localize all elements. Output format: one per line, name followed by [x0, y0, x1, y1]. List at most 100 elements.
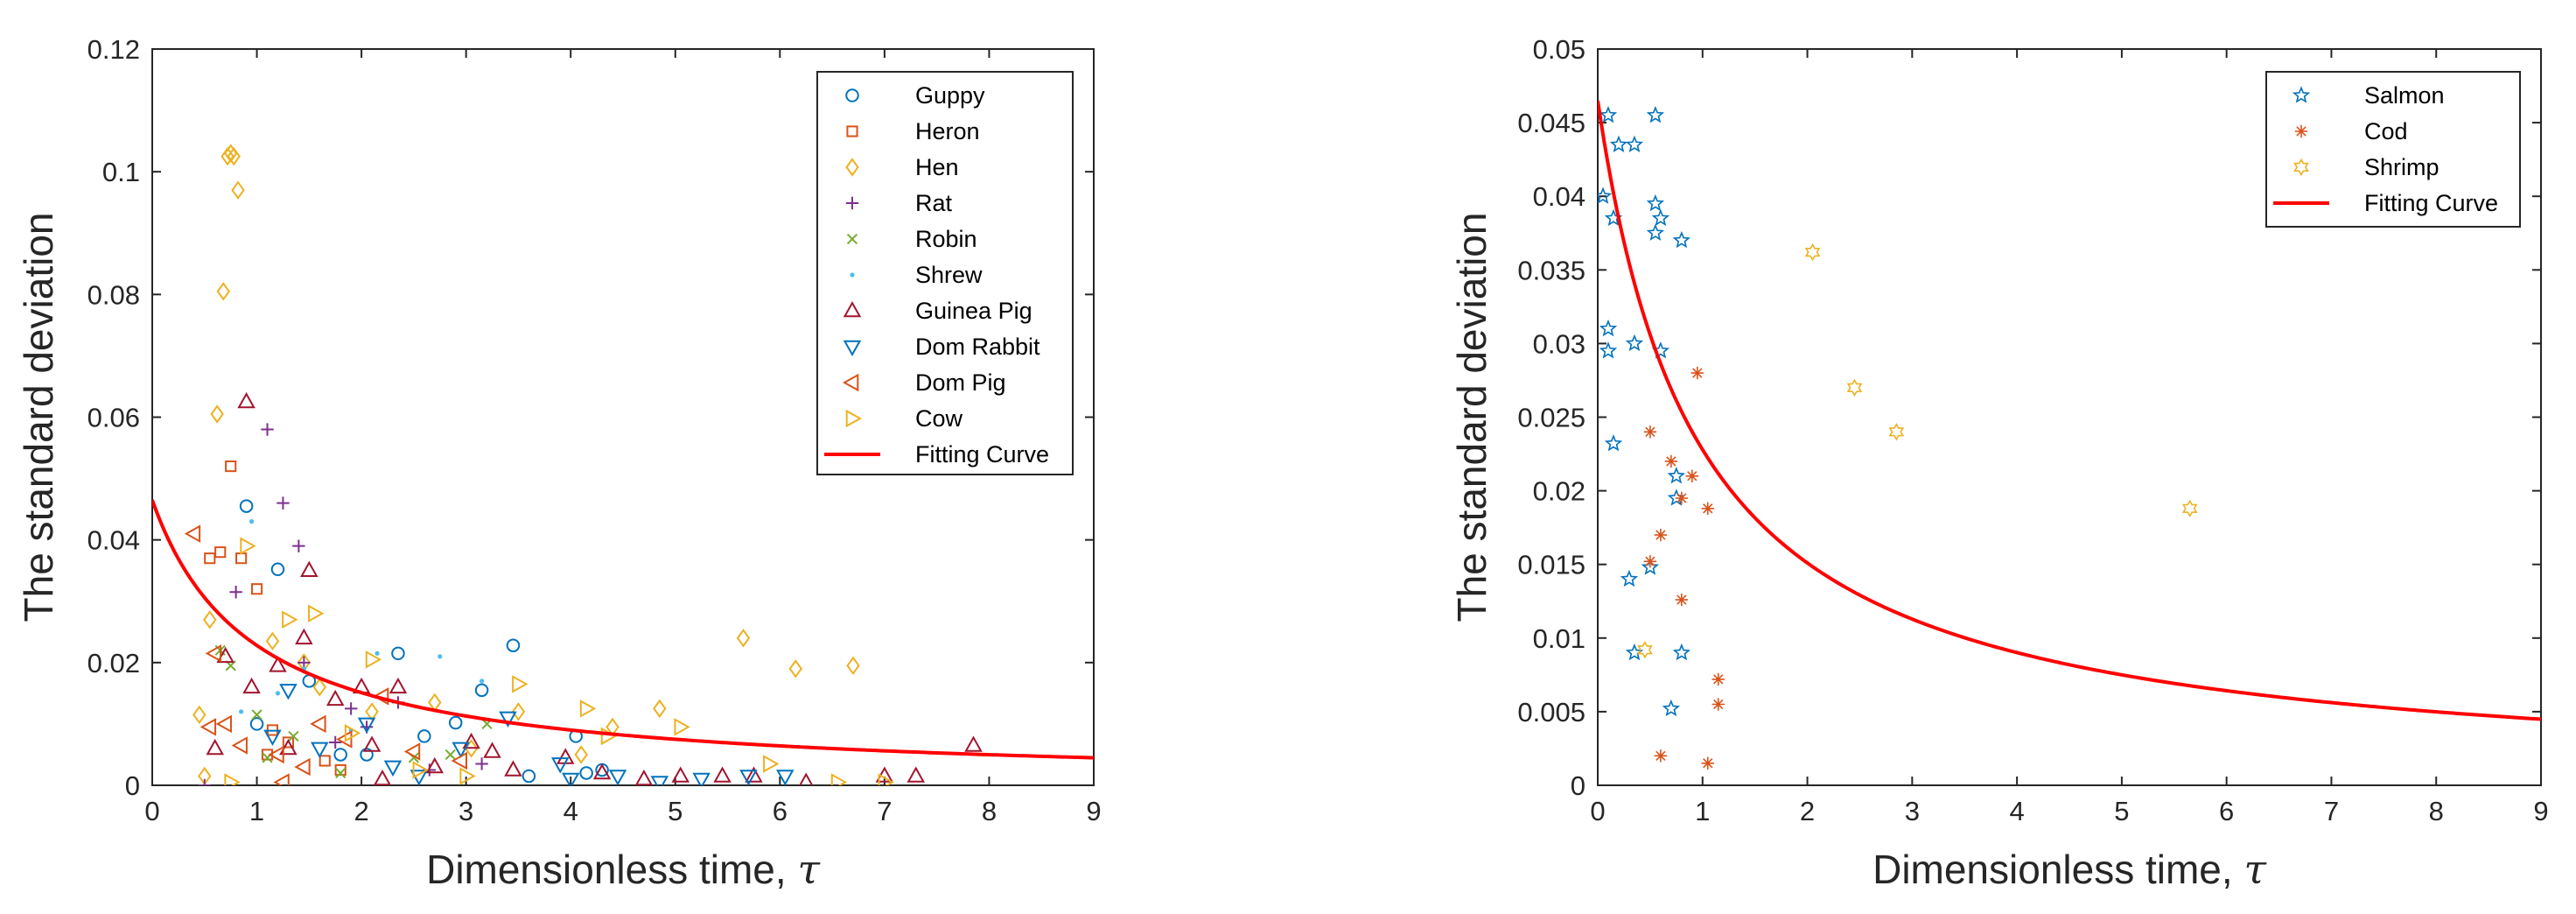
data-point	[417, 729, 431, 743]
data-point	[579, 700, 597, 718]
left-chart-panel: 0 1 2 3 4 5 6 7 8 9 0 0.02 0.04 0.06 0.08 0.1 0.12 Dimens…	[16, 34, 1102, 893]
data-point	[692, 772, 710, 785]
data-point	[671, 766, 690, 783]
y-tick-label: 0.1	[102, 157, 140, 187]
data-point	[227, 146, 241, 166]
y-tick-label: 0.02	[88, 648, 140, 678]
data-point	[276, 496, 290, 510]
data-point	[1685, 469, 1698, 482]
data-point	[184, 524, 201, 543]
data-point	[288, 730, 299, 742]
data-point	[240, 537, 256, 555]
y-tick-label: 0.08	[88, 279, 140, 310]
series-cod	[1643, 366, 1725, 770]
data-point	[388, 677, 408, 694]
legend-entry: Cow	[915, 405, 963, 432]
x-tick-label: 0	[144, 796, 159, 826]
data-point	[203, 610, 217, 629]
data-point	[1599, 319, 1618, 337]
legend-marker	[843, 340, 862, 357]
data-point	[1662, 699, 1681, 717]
data-point	[294, 757, 311, 777]
data-point	[608, 770, 627, 785]
x-axis-label: Dimensionless time, τ	[426, 846, 821, 893]
legend-entry: Rat	[915, 190, 953, 216]
data-point	[1675, 593, 1689, 607]
x-tick-label: 6	[2219, 796, 2234, 826]
data-point	[279, 738, 298, 756]
legend-marker	[842, 373, 859, 392]
data-point	[964, 735, 983, 752]
y-tick-label: 0.005	[1517, 697, 1586, 728]
legend-entry: Dom Pig	[915, 369, 1006, 396]
data-point	[373, 769, 392, 785]
data-point	[1654, 528, 1668, 542]
y-tick-label: 0.02	[1533, 476, 1586, 507]
data-point	[1599, 341, 1618, 359]
data-point	[365, 702, 379, 721]
data-point	[295, 628, 313, 645]
data-point	[200, 718, 217, 736]
data-point	[1667, 467, 1685, 484]
data-point	[204, 552, 216, 565]
data-point	[1701, 502, 1714, 515]
y-tick-label: 0.12	[88, 34, 140, 65]
data-point	[451, 751, 467, 770]
data-point	[1599, 106, 1618, 123]
data-point	[2181, 499, 2198, 517]
data-point	[483, 742, 501, 758]
x-tick-label: 1	[1695, 796, 1710, 826]
x-tick-label: 8	[2429, 796, 2444, 826]
data-point	[444, 749, 456, 761]
data-point	[448, 715, 463, 730]
data-point	[561, 772, 580, 785]
legend: Salmon Cod Shrimp Fitting Curve	[2265, 71, 2521, 228]
legend-marker	[843, 300, 862, 318]
data-point	[344, 702, 358, 715]
data-point	[311, 742, 329, 758]
legend-marker	[846, 233, 858, 245]
series-shrew	[239, 519, 485, 733]
data-point	[551, 757, 570, 774]
data-point	[270, 562, 285, 577]
data-point	[383, 760, 402, 777]
legend-marker	[2293, 158, 2309, 177]
data-point	[512, 675, 528, 693]
data-point	[1701, 756, 1714, 770]
data-point	[198, 778, 211, 785]
y-tick-label: 0.03	[1533, 328, 1586, 359]
data-point	[312, 678, 327, 697]
data-point	[1846, 378, 1863, 397]
y-tick-label: 0	[1571, 770, 1586, 801]
data-point	[1712, 698, 1725, 711]
data-point	[1646, 193, 1665, 212]
data-point	[1654, 749, 1668, 763]
data-point	[650, 776, 669, 785]
data-point	[713, 766, 732, 783]
data-point	[1675, 491, 1689, 505]
data-point	[391, 646, 405, 661]
data-point	[1604, 434, 1623, 452]
data-layer	[1598, 100, 2541, 770]
data-point	[776, 770, 794, 785]
data-point	[310, 714, 326, 734]
data-point	[275, 691, 281, 696]
x-axis-label-text: Dimensionless time,	[426, 847, 797, 892]
data-point	[1672, 230, 1690, 249]
data-point	[1888, 423, 1905, 441]
y-tick-label: 0.01	[1533, 623, 1586, 654]
data-point	[231, 736, 248, 755]
x-axis-label-symbol: τ	[2244, 846, 2267, 893]
data-point	[452, 742, 470, 758]
y-tick-label: 0.04	[1533, 181, 1586, 212]
data-point	[251, 709, 262, 721]
data-point	[1643, 555, 1657, 568]
data-point	[225, 460, 237, 473]
data-point	[878, 773, 894, 785]
x-tick-label: 8	[982, 796, 997, 826]
data-point	[374, 650, 380, 656]
data-point	[1804, 243, 1821, 262]
data-point	[425, 756, 444, 774]
data-point	[1646, 223, 1665, 241]
